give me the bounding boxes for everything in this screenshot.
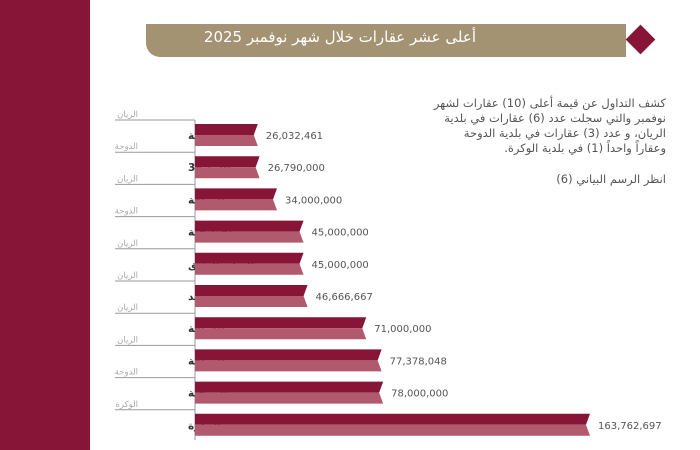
municipality-label: الريان	[117, 174, 138, 184]
bar-bottom	[195, 167, 260, 179]
bar-top	[195, 124, 258, 135]
value-label: 78,000,000	[391, 389, 448, 400]
bar	[195, 381, 384, 404]
value-label: 163,762,697	[598, 421, 662, 432]
value-label: 46,666,667	[316, 292, 373, 303]
bar-bottom	[195, 199, 278, 211]
bar	[195, 413, 590, 436]
bar-top	[195, 413, 590, 425]
bar-bottom	[195, 360, 382, 372]
bar-bottom	[195, 296, 308, 307]
municipality-label: الدوحة	[115, 142, 138, 152]
description-text: كشف التداول عن قيمة أعلى (10) عقارات لشه…	[433, 96, 666, 155]
municipality-label: الدوحة	[115, 368, 138, 378]
bar	[195, 285, 308, 307]
bar-bottom	[195, 231, 304, 243]
bar-bottom	[195, 263, 304, 275]
municipality-label: الريان	[117, 335, 138, 345]
bar-top	[195, 285, 308, 296]
municipality-label: الريان	[117, 110, 138, 120]
chart-reference-note: انظر الرسم البياني (6)	[556, 172, 666, 186]
bar	[195, 317, 367, 340]
bar	[195, 220, 304, 243]
value-label: 71,000,000	[374, 324, 431, 335]
bar	[195, 188, 278, 211]
bar-top	[195, 220, 304, 232]
bar-top	[195, 317, 367, 329]
bar-bottom	[195, 424, 590, 436]
bar-top	[195, 381, 384, 393]
municipality-label: الوكرة	[115, 400, 138, 410]
value-label: 45,000,000	[312, 260, 369, 271]
side-band	[0, 0, 90, 450]
bar-bottom	[195, 392, 384, 404]
title-banner: أعلى عشر عقارات خلال شهر نوفمبر 2025	[146, 24, 626, 57]
value-label: 26,790,000	[268, 163, 325, 174]
bar-top	[195, 252, 304, 264]
bar-top	[195, 349, 382, 361]
bar-top	[195, 156, 260, 168]
bar-bottom	[195, 328, 367, 340]
value-label: 34,000,000	[285, 195, 342, 206]
value-label: 77,378,048	[390, 356, 447, 367]
bar-bottom	[195, 135, 258, 146]
bar-top	[195, 188, 278, 200]
bar	[195, 252, 304, 275]
municipality-label: الريان	[117, 239, 138, 249]
page-title: أعلى عشر عقارات خلال شهر نوفمبر 2025	[203, 28, 476, 46]
bar	[195, 124, 258, 146]
municipality-label: الدوحة	[115, 207, 138, 217]
municipality-label: الريان	[117, 271, 138, 281]
bar	[195, 349, 382, 372]
value-label: 26,032,461	[266, 131, 323, 142]
bar	[195, 156, 260, 179]
value-label: 45,000,000	[312, 228, 369, 239]
municipality-label: الريان	[117, 303, 138, 313]
